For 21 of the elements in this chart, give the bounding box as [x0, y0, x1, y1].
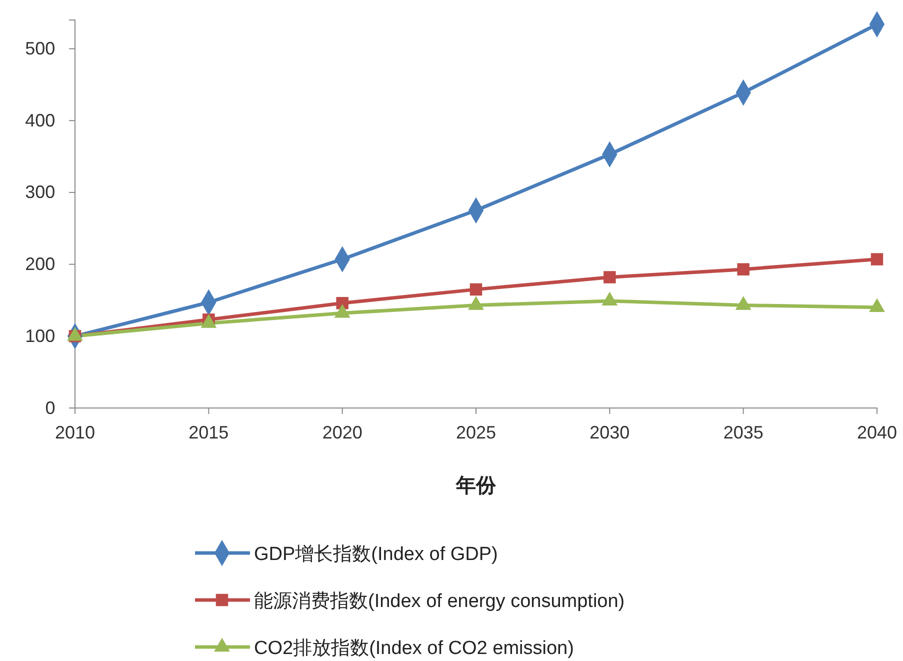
x-tick-label: 2020	[322, 422, 362, 443]
y-tick-label: 100	[25, 326, 56, 346]
point	[870, 253, 884, 266]
legend-label: CO2排放指数(Index of CO2 emission)	[254, 638, 574, 659]
x-tick-label: 2035	[723, 422, 764, 443]
x-tick-label: 2040	[856, 422, 898, 443]
x-tick-label: 2015	[188, 422, 229, 443]
x-tick-label: 2030	[590, 422, 630, 443]
y-tick-label: 400	[25, 110, 56, 130]
x-tick-label: 2010	[54, 422, 96, 443]
legend-label: GDP增长指数(Index of GDP)	[254, 544, 498, 565]
y-tick-label: 0	[45, 398, 56, 418]
point	[470, 283, 482, 296]
y-tick-label: 300	[25, 182, 56, 202]
point	[737, 263, 750, 276]
y-tick-label: 200	[25, 254, 56, 274]
point	[604, 271, 616, 284]
x-tick-label: 2025	[456, 422, 496, 443]
legend-label: 能源消费指数(Index of energy consumption)	[254, 591, 625, 612]
y-tick-label: 500	[25, 38, 56, 58]
x-axis-title: 年份	[455, 475, 497, 497]
